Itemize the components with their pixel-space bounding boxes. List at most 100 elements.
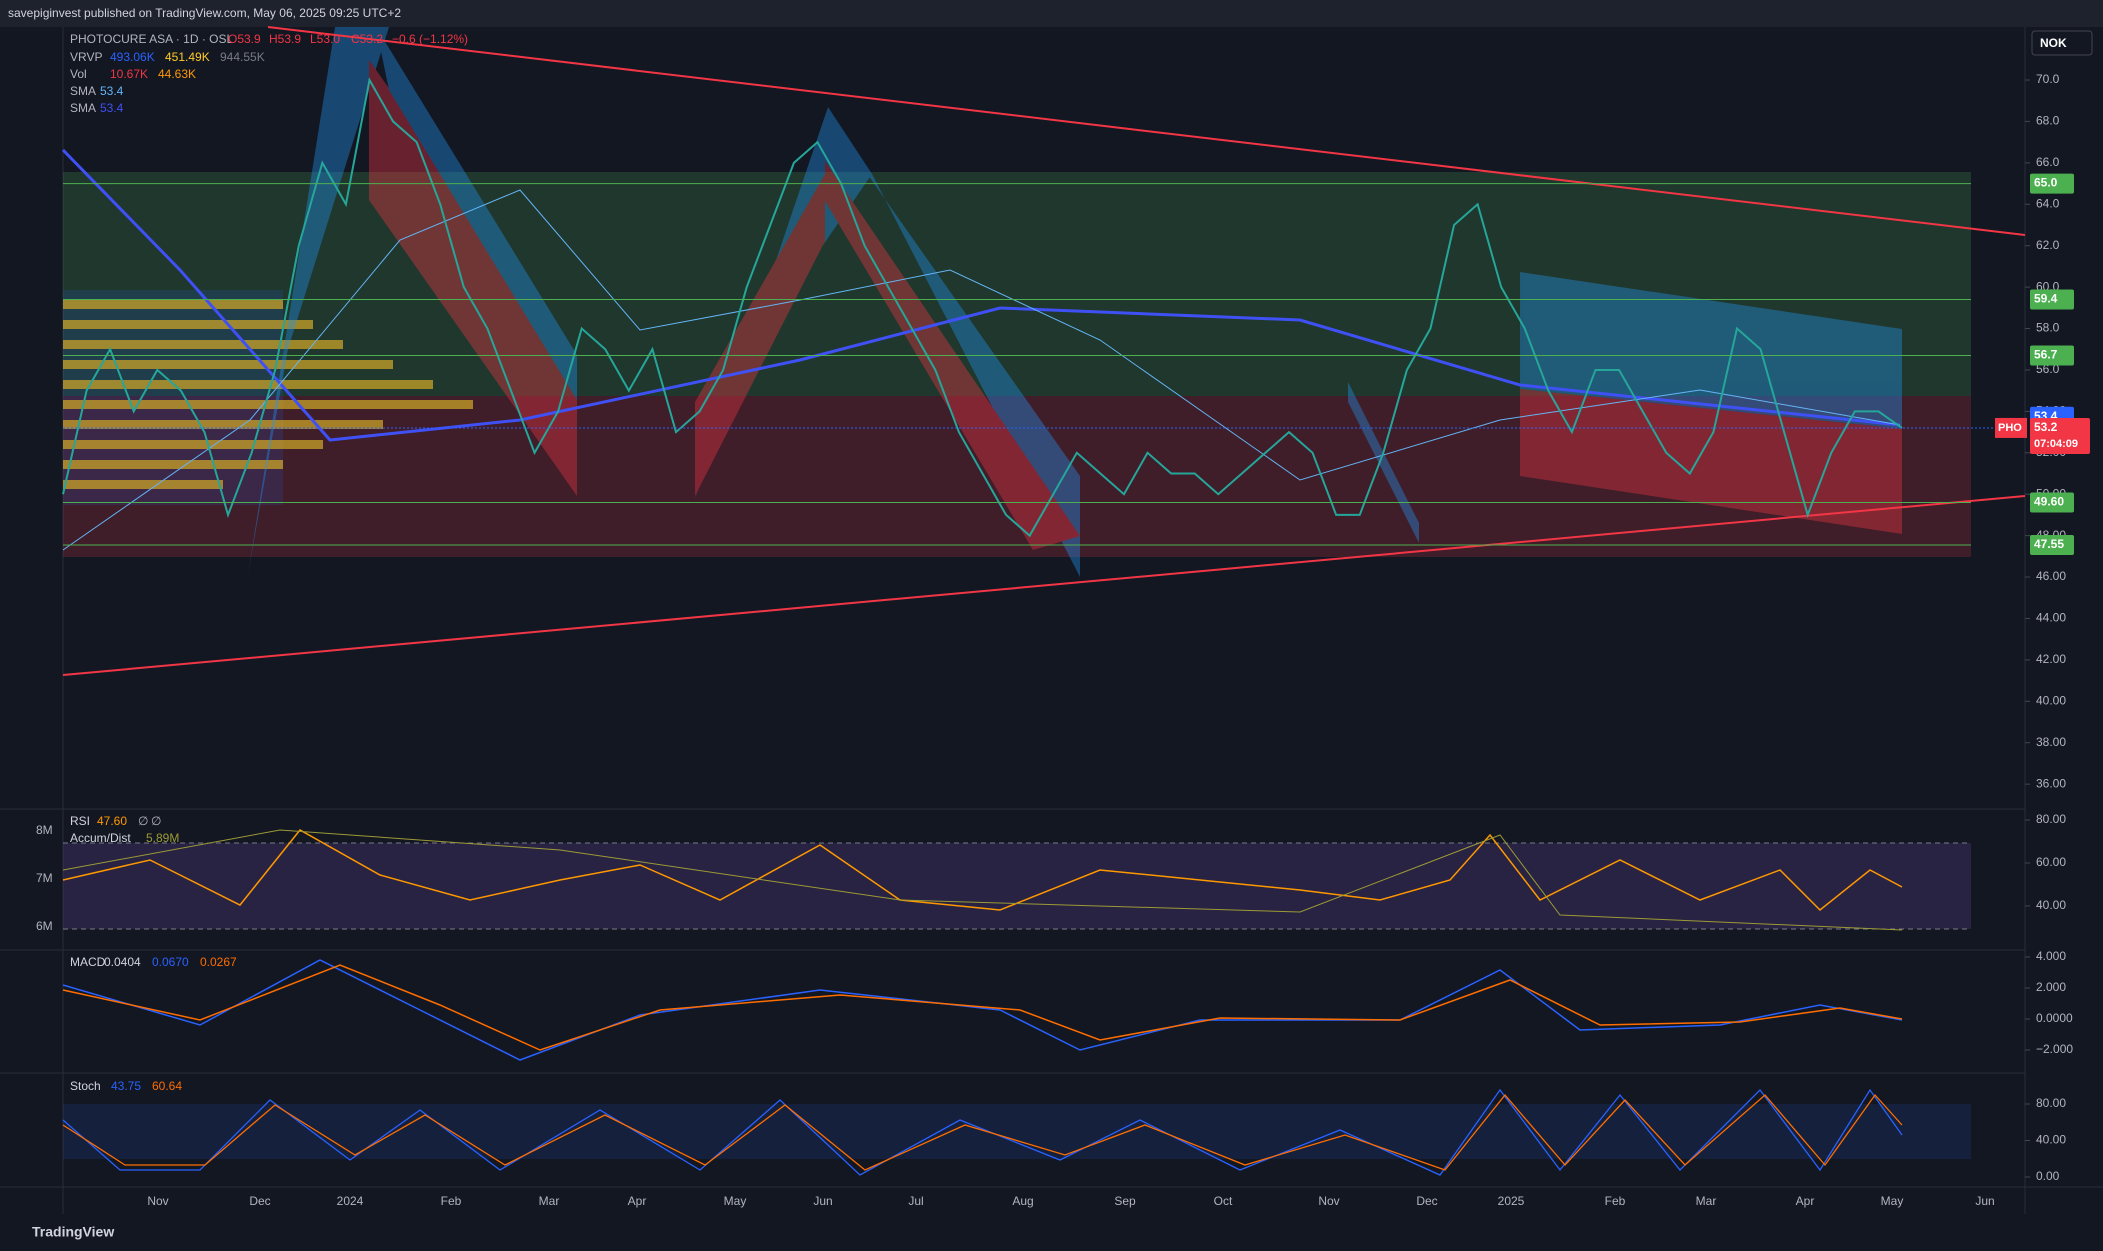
y-tick-label: 0.00	[2036, 1169, 2060, 1183]
legend-value: 0.0404	[104, 955, 141, 969]
stoch-d	[62, 1093, 1903, 1171]
y-tick-label: 40.00	[2036, 898, 2066, 912]
y-tick-label: −2.000	[2036, 1042, 2073, 1056]
legend-value: 5.89M	[146, 831, 179, 845]
legend-value: 47.60	[97, 814, 127, 828]
y-tick-label: 44.00	[2036, 611, 2066, 625]
legend-value: 10.67K	[110, 67, 148, 81]
level-badge	[2030, 492, 2074, 513]
x-tick-label: Jun	[813, 1194, 832, 1208]
sma-line	[62, 189, 1901, 551]
x-tick-label: Feb	[441, 1194, 462, 1208]
vrvp-bars	[63, 300, 473, 489]
y-tick-label: 60.00	[2036, 855, 2066, 869]
legend-value: ∅	[151, 814, 161, 828]
ohlc-value: H53.9	[269, 32, 301, 46]
y-tick-label: 40.00	[2036, 693, 2066, 707]
x-tick-label: 2024	[337, 1194, 364, 1208]
y-tick-label: 58.0	[2036, 321, 2060, 335]
channels	[248, 27, 1902, 577]
x-tick-label: Feb	[1605, 1194, 1626, 1208]
x-tick-label: Mar	[539, 1194, 560, 1208]
sma-value: 53.4	[100, 101, 124, 115]
y-tick-label: 68.0	[2036, 114, 2060, 128]
trendline	[62, 495, 2026, 676]
macd-line	[62, 959, 1903, 1061]
level-badge	[2030, 345, 2074, 366]
publisher: savepiginvest published on TradingView.c…	[8, 6, 401, 20]
symbol-badge-label: PHO	[1998, 422, 2022, 434]
y-tick-label: 66.0	[2036, 155, 2060, 169]
x-tick-label: Apr	[628, 1194, 647, 1208]
legend-value: Stoch	[70, 1079, 101, 1093]
stoch-k	[62, 1088, 1903, 1176]
legend-value: 43.75	[111, 1079, 141, 1093]
y-tick-label: 64.0	[2036, 196, 2060, 210]
y2-tick-label: 8M	[36, 823, 53, 837]
rsi-line	[62, 829, 1903, 912]
y2-tick-label: 7M	[36, 871, 53, 885]
x-tick-label: May	[724, 1194, 747, 1208]
rsi-band	[63, 843, 1971, 929]
symbol: PHOTOCURE ASA · 1D · OSL	[70, 32, 233, 46]
stoch-band	[63, 1104, 1971, 1159]
x-tick-label: Dec	[1416, 1194, 1437, 1208]
legend-value: 44.63K	[158, 67, 196, 81]
legend-value: 0.0267	[200, 955, 237, 969]
y-tick-label: 70.0	[2036, 72, 2060, 86]
y-tick-label: 62.0	[2036, 238, 2060, 252]
accum-line	[62, 829, 1903, 931]
y-tick-label: 56.0	[2036, 362, 2060, 376]
level-badge	[2030, 534, 2074, 555]
price-line	[62, 77, 1903, 538]
level-label: 56.7	[2034, 348, 2058, 362]
legend-value: MACD	[70, 955, 106, 969]
legend-value: 493.06K	[110, 50, 155, 64]
y-tick-label: 4.000	[2036, 949, 2066, 963]
x-tick-label: Dec	[249, 1194, 270, 1208]
legend-value: 451.49K	[165, 50, 210, 64]
symbol-badge	[1995, 417, 2027, 438]
sma-label: SMA	[70, 101, 96, 115]
ohlc-value: C53.2	[351, 32, 383, 46]
sma-line	[61, 148, 1901, 442]
x-tick-label: Aug	[1012, 1194, 1033, 1208]
level-label: 59.4	[2034, 292, 2058, 306]
currency-box[interactable]	[2031, 30, 2093, 56]
x-tick-label: 2025	[1498, 1194, 1525, 1208]
level-label: 65.0	[2034, 176, 2058, 190]
legend-value: RSI	[70, 814, 90, 828]
x-tick-label: Nov	[147, 1194, 168, 1208]
x-tick-label: Jun	[1975, 1194, 1994, 1208]
y-tick-label: 46.00	[2036, 569, 2066, 583]
level-label: 47.55	[2034, 537, 2064, 551]
y2-tick-label: 6M	[36, 919, 53, 933]
legend-value: 944.55K	[220, 50, 265, 64]
y-tick-label: 40.00	[2036, 1133, 2066, 1147]
ohlc-value: −0.6 (−1.12%)	[392, 32, 468, 46]
sma-label: SMA	[70, 84, 96, 98]
legend-value: 60.64	[152, 1079, 182, 1093]
last-price-badge	[2030, 417, 2090, 454]
y-tick-label: 80.00	[2036, 812, 2066, 826]
level-badge	[2030, 289, 2074, 310]
legend-value: ∅	[138, 814, 148, 828]
x-tick-label: Jul	[908, 1194, 923, 1208]
ohlc-value: O53.9	[228, 32, 261, 46]
vol-label: Vol	[70, 67, 87, 81]
trendline	[267, 26, 2026, 236]
currency[interactable]: NOK	[2040, 36, 2067, 50]
top-bar	[0, 0, 2103, 27]
x-tick-label: Oct	[1214, 1194, 1233, 1208]
legend-value: 0.0670	[152, 955, 189, 969]
x-tick-label: Sep	[1114, 1194, 1136, 1208]
y-tick-label: 36.00	[2036, 776, 2066, 790]
last-price-label: 53.2	[2034, 420, 2058, 434]
y-tick-label: 42.00	[2036, 652, 2066, 666]
x-tick-label: Nov	[1318, 1194, 1339, 1208]
level-label: 49.60	[2034, 495, 2064, 509]
ohlc-value: L53.0	[310, 32, 340, 46]
y-tick-label: 38.00	[2036, 735, 2066, 749]
